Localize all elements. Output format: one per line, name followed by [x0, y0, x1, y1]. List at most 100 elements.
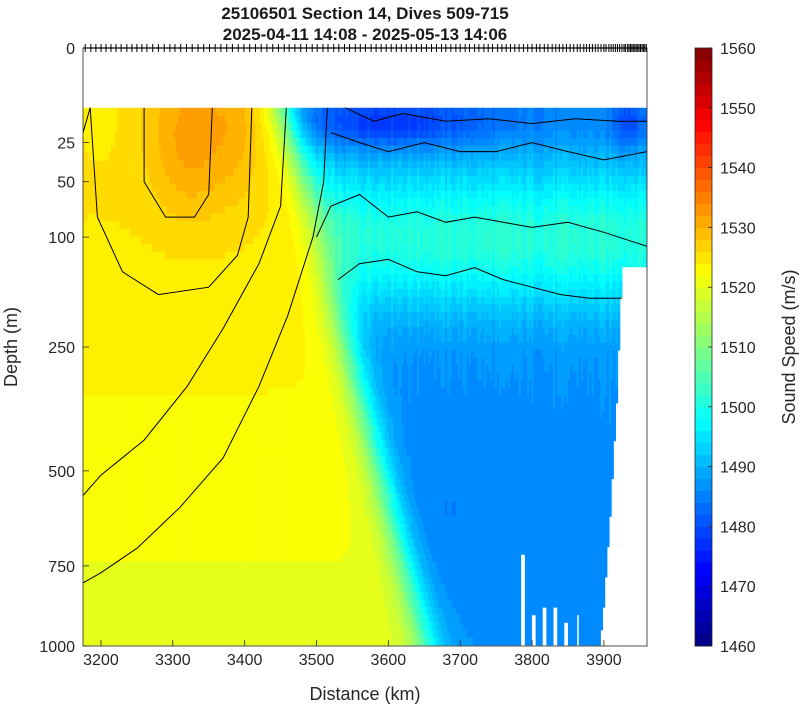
heatmap-cell [177, 122, 181, 132]
heatmap-cell [223, 629, 226, 638]
heatmap-cell [87, 417, 91, 427]
heatmap-cell [147, 554, 151, 563]
heatmap-cell [115, 531, 119, 540]
heatmap-cell [123, 440, 127, 449]
heatmap-cell [223, 130, 226, 139]
heatmap-cell [162, 327, 166, 336]
heatmap-cell [167, 259, 170, 268]
heatmap-cell [100, 599, 103, 608]
heatmap-cell [173, 236, 177, 245]
heatmap-cell [115, 175, 119, 185]
heatmap-cell [186, 561, 190, 570]
heatmap-cell [134, 259, 138, 268]
heatmap-cell [177, 523, 181, 532]
heatmap-cell [149, 599, 153, 608]
heatmap-cell [216, 304, 220, 313]
heatmap-cell [160, 175, 164, 185]
heatmap-cell [130, 501, 134, 510]
heatmap-cell [156, 478, 160, 487]
heatmap-cell [104, 614, 108, 623]
heatmap-cell [192, 387, 196, 396]
heatmap-cell [184, 486, 188, 495]
heatmap-cell [141, 191, 144, 200]
heatmap-cell [106, 175, 110, 185]
heatmap-cell [160, 304, 164, 313]
heatmap-cell [111, 607, 114, 616]
heatmap-cell [111, 304, 114, 313]
heatmap-cell [171, 614, 175, 623]
heatmap-cell [136, 614, 140, 623]
heatmap-cell [151, 607, 155, 616]
heatmap-cell [91, 584, 95, 593]
heatmap-cell [130, 319, 134, 328]
heatmap-cell [151, 440, 155, 449]
heatmap-cell [141, 584, 144, 593]
heatmap-cell [113, 236, 116, 245]
heatmap-cell [115, 417, 119, 427]
heatmap-cell [132, 561, 136, 570]
heatmap-cell [190, 183, 194, 192]
heatmap-cell [184, 523, 188, 532]
heatmap-cell [117, 448, 121, 457]
heatmap-cell [188, 395, 192, 404]
heatmap-cell [119, 478, 123, 487]
heatmap-cell [167, 576, 170, 585]
heatmap-cell [117, 372, 121, 381]
heatmap-cell [106, 402, 110, 411]
heatmap-cell [175, 138, 179, 147]
heatmap-cell [83, 175, 86, 185]
heatmap-cell [93, 614, 97, 623]
heatmap-cell [156, 372, 160, 381]
heatmap-cell [229, 554, 233, 563]
heatmap-cell [151, 622, 155, 631]
heatmap-cell [212, 198, 216, 207]
heatmap-cell [201, 493, 205, 502]
heatmap-cell [160, 554, 164, 563]
heatmap-cell [227, 554, 231, 563]
heatmap-cell [192, 501, 196, 510]
heatmap-cell [197, 130, 200, 139]
heatmap-cell [227, 236, 231, 245]
heatmap-cell [231, 183, 235, 192]
heatmap-cell [231, 153, 235, 162]
heatmap-cell [126, 107, 129, 116]
heatmap-cell [227, 561, 231, 570]
heatmap-cell [214, 191, 218, 200]
heatmap-cell [190, 463, 194, 472]
heatmap-cell [98, 266, 101, 275]
heatmap-cell [186, 531, 190, 540]
heatmap-cell [151, 327, 155, 336]
heatmap-cell [192, 145, 196, 154]
heatmap-cell [188, 637, 192, 646]
heatmap-cell [126, 622, 129, 631]
heatmap-cell [210, 281, 213, 290]
heatmap-cell [85, 433, 88, 442]
heatmap-cell [190, 395, 194, 404]
heatmap-cell [87, 259, 91, 268]
heatmap-cell [83, 607, 86, 616]
heatmap-cell [203, 183, 207, 192]
heatmap-cell [93, 145, 97, 154]
heatmap-cell [225, 319, 229, 328]
heatmap-cell [89, 213, 93, 222]
heatmap-cell [139, 168, 142, 177]
heatmap-cell [89, 569, 93, 578]
heatmap-cell [87, 470, 91, 480]
heatmap-cell [169, 228, 172, 237]
heatmap-cell [139, 554, 142, 563]
heatmap-cell [143, 531, 147, 540]
heatmap-cell [160, 425, 164, 434]
heatmap-cell [156, 433, 160, 442]
heatmap-cell [162, 637, 166, 646]
heatmap-cell [93, 327, 97, 336]
heatmap-cell [147, 463, 151, 472]
heatmap-cell [102, 569, 106, 578]
heatmap-cell [149, 191, 153, 200]
heatmap-cell [145, 599, 149, 608]
heatmap-cell [214, 228, 218, 237]
heatmap-cell [85, 523, 88, 532]
heatmap-cell [139, 342, 142, 351]
heatmap-cell [130, 508, 134, 517]
heatmap-cell [115, 364, 119, 374]
heatmap-cell [184, 115, 188, 124]
